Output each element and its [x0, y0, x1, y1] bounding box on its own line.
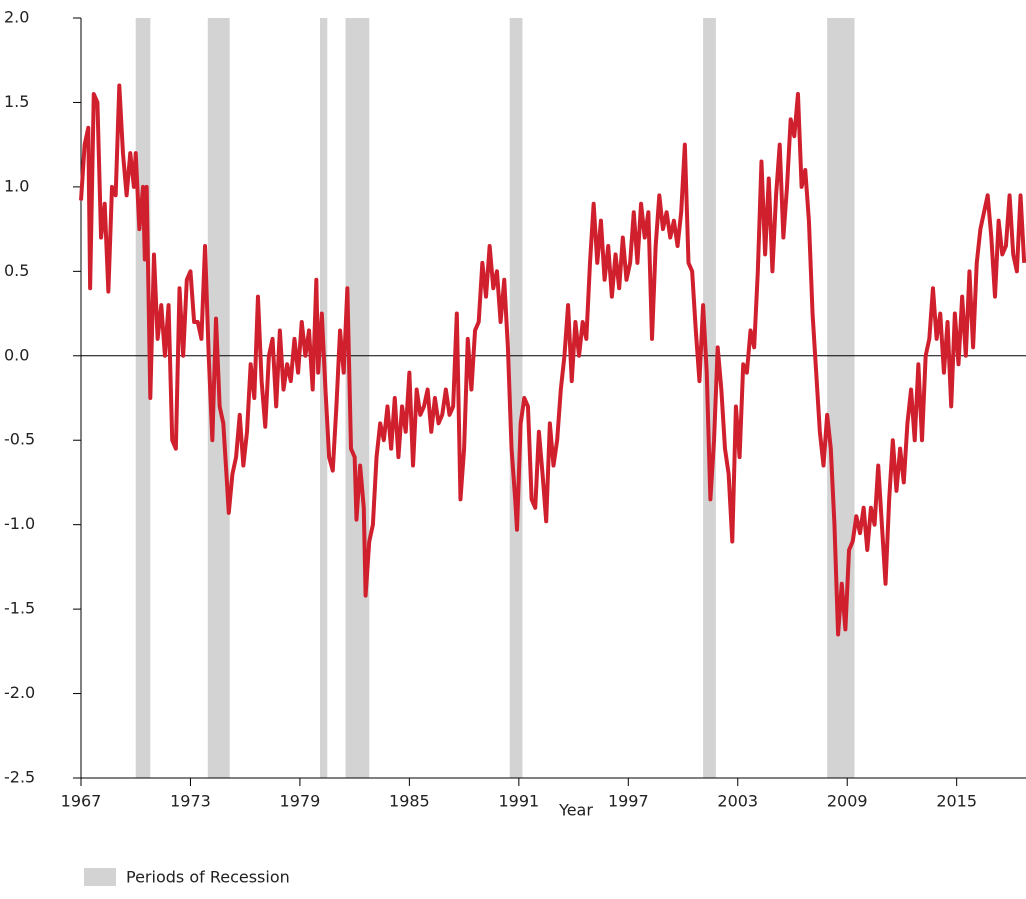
y-tick-label: 1.0: [4, 176, 29, 195]
y-tick-label: -1.5: [4, 599, 35, 618]
recession-band: [345, 18, 370, 778]
x-tick-label: 2009: [827, 792, 868, 811]
x-tick-label: 1979: [280, 792, 321, 811]
x-tick-label: 1973: [170, 792, 211, 811]
x-tick-label: 2003: [717, 792, 758, 811]
x-tick-label: 1991: [498, 792, 539, 811]
plot-area: 2.0 1.5 1.0 0.5 0.0 -0.5 -1.0 -1.5 -2.0 -2.5 1967 1…: [4, 8, 1026, 811]
recession-band: [703, 18, 716, 778]
y-tick-label: -0.5: [4, 430, 35, 449]
x-tick-label: 1997: [608, 792, 649, 811]
data-line: [79, 83, 1026, 637]
recession-band: [135, 18, 151, 778]
x-tick-label: 1967: [61, 792, 102, 811]
y-tick-label: 0.5: [4, 261, 29, 280]
y-tick-label: -1.0: [4, 514, 35, 533]
recession-band: [827, 18, 855, 778]
recession-band: [319, 18, 328, 778]
y-tick-label: 1.5: [4, 92, 29, 111]
y-tick-label: 2.0: [4, 8, 29, 27]
y-tick-label: -2.5: [4, 768, 35, 787]
legend-swatch: [84, 868, 116, 886]
legend-label: Periods of Recession: [126, 868, 290, 887]
x-axis-label: Year: [558, 801, 593, 820]
recession-band: [509, 18, 523, 778]
y-tick-label: -2.0: [4, 683, 35, 702]
x-tick-label: 2015: [936, 792, 977, 811]
y-tick-label: 0.0: [4, 345, 29, 364]
x-tick-label: 1985: [389, 792, 430, 811]
